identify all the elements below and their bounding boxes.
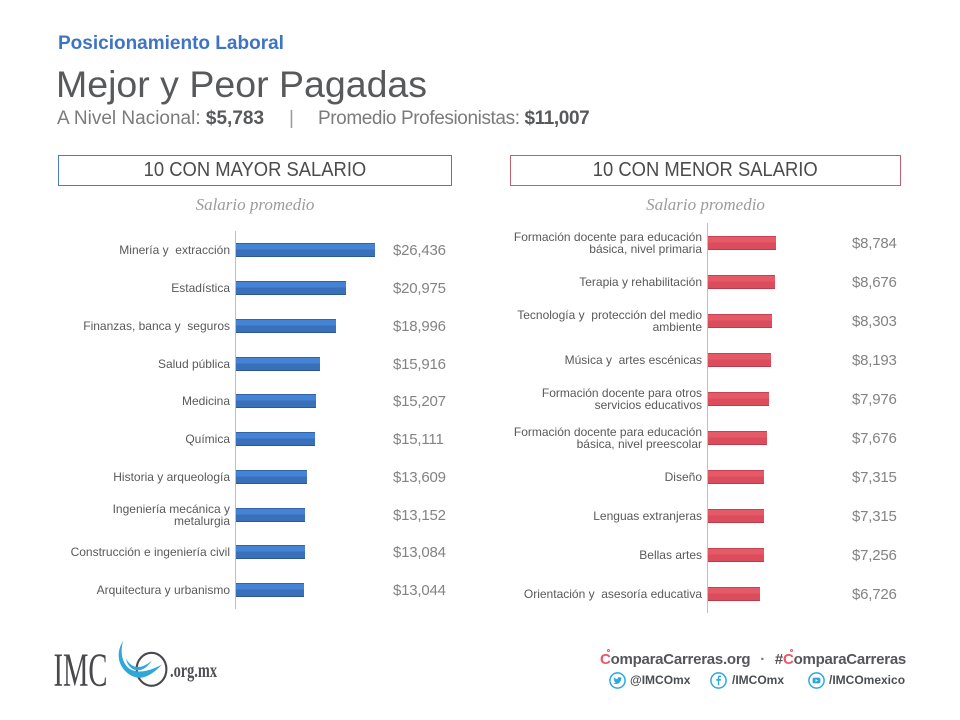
svg-text:IMC: IMC (54, 644, 108, 693)
svg-text:.org.mx: .org.mx (170, 660, 217, 682)
